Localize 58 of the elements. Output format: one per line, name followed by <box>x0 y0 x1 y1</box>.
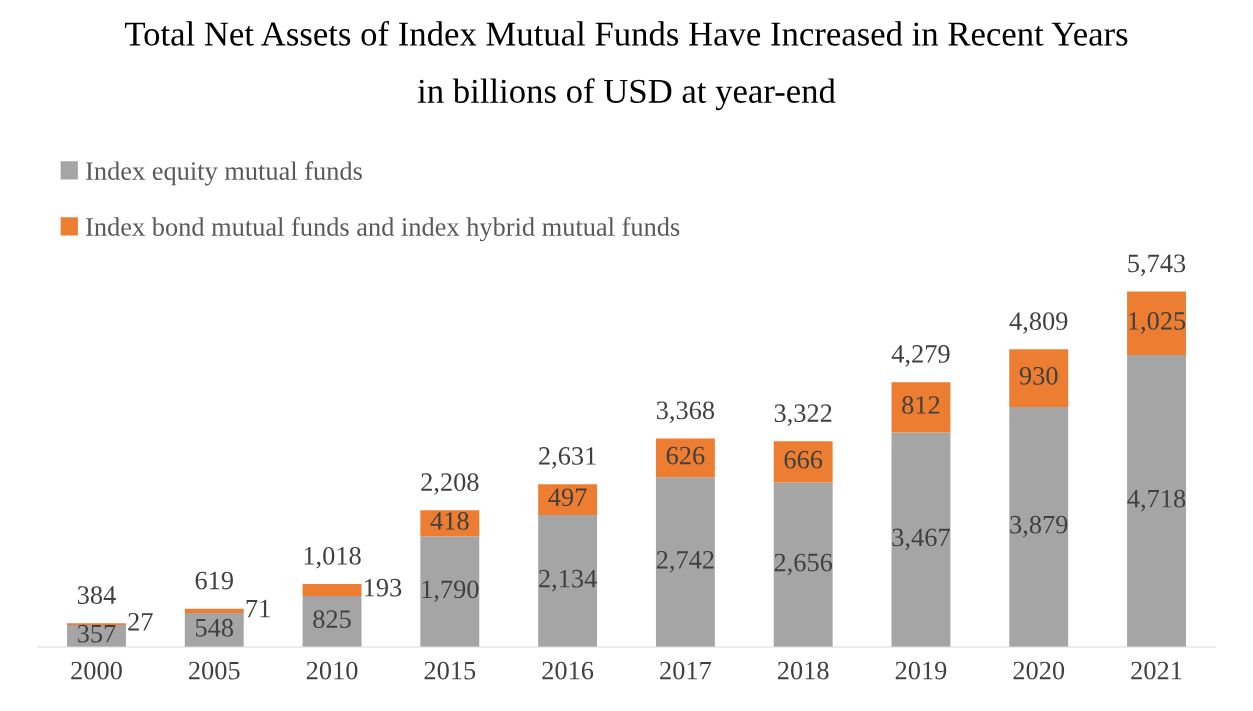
data-label: 1,025 <box>1129 312 1186 334</box>
data-label: 3,467 <box>892 528 950 551</box>
data-label: 2,134 <box>539 569 597 592</box>
bar <box>1127 354 1186 648</box>
x-tick-label: 2000 <box>71 661 122 680</box>
data-label: 3,879 <box>1010 515 1068 538</box>
data-label: 626 <box>666 446 705 465</box>
total-label: 384 <box>77 586 116 604</box>
bar <box>773 482 833 648</box>
chart-subtitle: in billions of USD at year-end <box>417 78 836 111</box>
data-label: 4,718 <box>1127 489 1186 512</box>
x-tick-label: 2021 <box>1131 661 1182 680</box>
legend-label: Index bond mutual funds and index hybrid mutual funds <box>86 217 680 242</box>
data-label: 930 <box>1019 366 1058 385</box>
x-tick-label: 2018 <box>777 661 829 680</box>
data-label: 666 <box>784 450 823 469</box>
bar <box>773 441 833 483</box>
bar <box>538 484 598 515</box>
bar <box>891 382 951 433</box>
x-tick-label: 2015 <box>424 661 476 680</box>
total-label: 619 <box>195 571 233 590</box>
total-label: 5,743 <box>1128 254 1186 277</box>
total-label: 2,631 <box>539 447 596 469</box>
total-label: 3,322 <box>774 404 832 426</box>
data-label: 1,790 <box>422 580 479 603</box>
bar <box>1009 406 1069 648</box>
x-tick-label: 2020 <box>1013 661 1065 680</box>
total-label: 1,018 <box>304 546 361 569</box>
total-label: 4,809 <box>1009 312 1068 334</box>
bar <box>420 536 480 648</box>
data-label: 825 <box>313 610 351 629</box>
data-label: 2,742 <box>656 551 714 573</box>
data-label: 27 <box>128 612 153 631</box>
x-tick-label: 2016 <box>542 661 594 680</box>
bar <box>1009 349 1069 407</box>
data-label: 497 <box>548 488 587 507</box>
bar <box>538 514 598 648</box>
bar <box>184 608 244 614</box>
total-label: 3,368 <box>656 401 715 424</box>
data-label: 193 <box>364 578 402 597</box>
data-label: 812 <box>902 396 940 414</box>
total-label: 4,279 <box>891 345 950 367</box>
x-tick-label: 2017 <box>660 661 712 680</box>
chart-title: Total Net Assets of Index Mutual Funds Have Increased in Recent Years <box>124 20 1128 46</box>
legend-label: Index equity mutual funds <box>86 161 362 186</box>
bar <box>302 583 362 596</box>
bar <box>1127 291 1186 355</box>
data-label: 2,656 <box>774 553 833 576</box>
data-label: 418 <box>430 512 469 530</box>
data-label: 357 <box>77 624 116 643</box>
data-label: 548 <box>196 618 234 637</box>
bar <box>655 477 715 648</box>
x-tick-label: 2019 <box>895 661 947 680</box>
data-label: 71 <box>246 599 270 618</box>
bar <box>891 432 951 648</box>
x-tick-label: 2005 <box>189 661 240 680</box>
x-tick-label: 2010 <box>306 661 358 680</box>
total-label: 2,208 <box>421 473 479 495</box>
